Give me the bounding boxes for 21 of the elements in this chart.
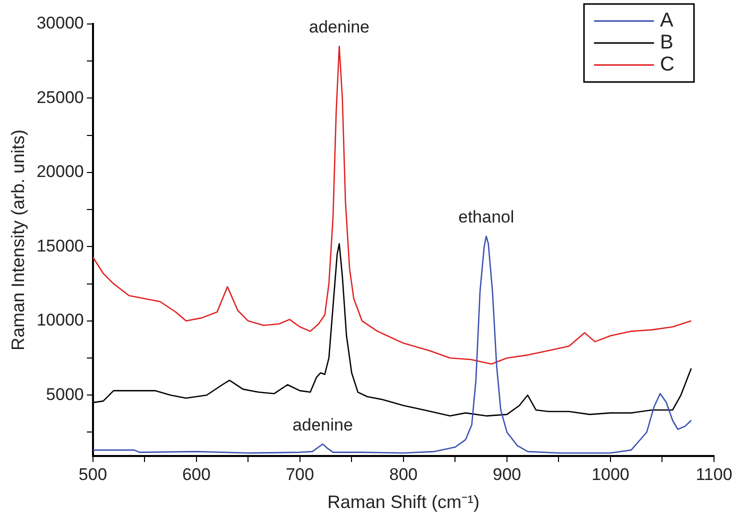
y-tick-label: 30000	[36, 14, 84, 33]
annotation: ethanol	[458, 207, 514, 226]
x-tick-label: 600	[182, 464, 211, 484]
x-tick-label: 1000	[592, 464, 630, 484]
y-tick-label: 20000	[36, 162, 84, 182]
y-tick-label: 10000	[36, 310, 84, 330]
annotation: adenine	[292, 415, 353, 434]
y-tick-label: 25000	[36, 88, 84, 107]
x-tick-label: 700	[286, 464, 314, 484]
legend-label: B	[660, 32, 674, 54]
x-tick-label: 900	[492, 464, 522, 484]
x-tick-label: 500	[78, 464, 108, 484]
x-tick-label: 1100	[696, 464, 732, 484]
legend-label: C	[660, 54, 674, 76]
annotation: adenine	[308, 17, 370, 36]
x-tick-label: 800	[389, 464, 418, 484]
legend-label: A	[660, 10, 674, 32]
y-tick-label: 15000	[36, 236, 84, 256]
y-tick-label: 5000	[46, 384, 84, 404]
y-axis-title: Raman Intensity (arb. units)	[8, 129, 28, 351]
x-axis-title: Raman Shift (cm⁻¹)	[327, 492, 480, 512]
